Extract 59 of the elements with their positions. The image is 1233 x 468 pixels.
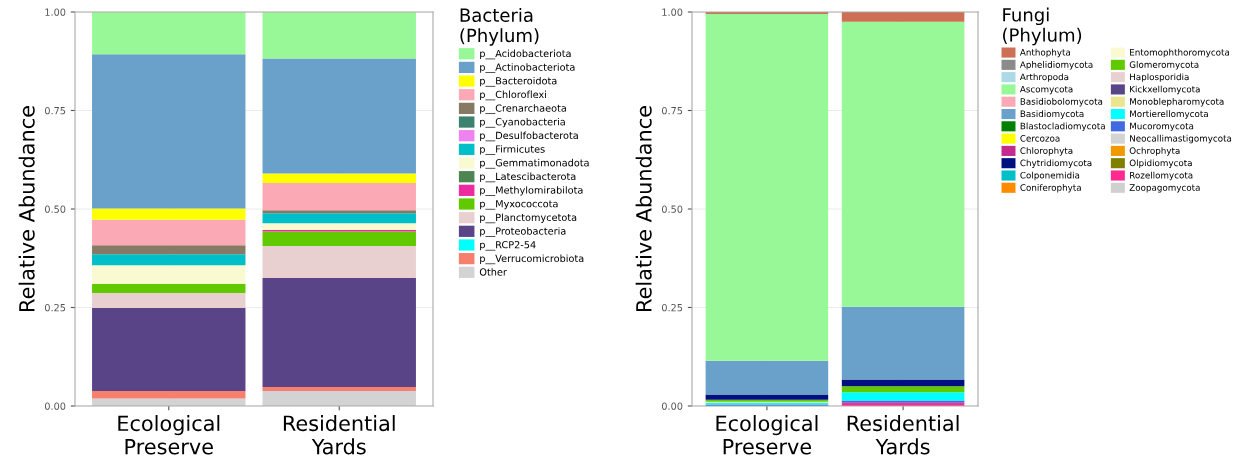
legend-label: Kickxellomycota xyxy=(1130,85,1200,95)
legend-label: p__Chloroflexi xyxy=(480,90,546,101)
legend-label: Neocallimastigomycota xyxy=(1130,134,1232,144)
legend-label: Entomophthoromycota xyxy=(1130,48,1230,58)
legend-label: p__Desulfobacterota xyxy=(480,131,578,142)
x-tick-label: Residential Yards xyxy=(283,415,395,455)
legend-label: Ascomycota xyxy=(1019,85,1073,95)
y-tick-label: 1.00 xyxy=(45,8,66,16)
legend-label: p__Acidobacteriota xyxy=(480,49,571,60)
legend-label: Monoblepharomycota xyxy=(1130,97,1224,107)
legend-label: p__Firmicutes xyxy=(480,145,545,155)
legend-label: Olpidiomycota xyxy=(1129,159,1192,168)
legend-label: p__Crenarchaeota xyxy=(480,104,566,114)
y-tick-label: 1.00 xyxy=(662,8,683,16)
legend-label: p__Cyanobacteria xyxy=(480,117,565,128)
legend-label: Zoopagomycota xyxy=(1129,184,1200,193)
legend-label: Aphelidiomycota xyxy=(1019,61,1093,70)
legend-label: p__Gemmatimonadota xyxy=(480,158,589,169)
legend-label: Chytridiomycota xyxy=(1020,159,1092,168)
legend-label: Chlorophyta xyxy=(1020,147,1073,156)
legend-label: Basidiomycota xyxy=(1020,110,1084,119)
legend-label: Colponemidia xyxy=(1020,171,1080,181)
legend-label: Anthophyta xyxy=(1019,48,1071,58)
y-tick-label: 0.50 xyxy=(44,205,66,213)
legend-label: Arthropoda xyxy=(1019,73,1069,82)
y-tick-label: 0.75 xyxy=(44,106,66,115)
y-tick-label: 0.00 xyxy=(44,402,66,410)
legend-label: Basidiobolomycota xyxy=(1020,97,1103,107)
y-tick-label: 0.00 xyxy=(661,402,683,410)
legend-label: Glomeromycota xyxy=(1129,61,1199,70)
legend-label: p__Methylomirabilota xyxy=(480,186,583,196)
x-tick-label: Residential Yards xyxy=(847,415,959,455)
y-axis-title: Relative Abundance xyxy=(18,106,35,311)
y-tick-label: 0.50 xyxy=(661,205,683,213)
legend-label: p__Proteobacteria xyxy=(480,227,566,237)
legend-label: Ochrophyta xyxy=(1129,147,1180,156)
legend-label: p__RCP2-54 xyxy=(480,241,536,251)
legend-label: Haplosporidia xyxy=(1130,73,1189,82)
y-axis-title: Relative Abundance xyxy=(635,106,652,311)
legend-label: Coniferophyta xyxy=(1020,184,1081,193)
legend-label: Other xyxy=(479,268,507,276)
legend-label: Rozellomycota xyxy=(1130,171,1193,181)
y-tick-label: 0.25 xyxy=(44,303,66,312)
legend-label: p__Verrucomicrobiota xyxy=(480,254,584,265)
legend-label: p__Planctomycetota xyxy=(480,213,577,224)
legend-label: p__Actinobacteriota xyxy=(480,63,575,73)
legend-label: p__Latescibacterota xyxy=(480,172,576,183)
legend-title: Fungi (Phylum) xyxy=(1003,7,1082,46)
x-tick-label: Ecological Preserve xyxy=(118,415,220,455)
legend-label: Cercozoa xyxy=(1020,135,1060,142)
legend-label: Blastocladiomycota xyxy=(1020,122,1105,132)
x-tick-label: Ecological Preserve xyxy=(716,415,818,455)
y-tick-label: 0.25 xyxy=(661,303,683,312)
legend-label: Mucoromycota xyxy=(1130,122,1194,132)
legend-label: p__Myxococcota xyxy=(480,200,558,210)
legend-label: p__Bacteroidota xyxy=(480,76,557,87)
legend-label: Mortierellomycota xyxy=(1130,110,1208,119)
legend-title: Bacteria (Phylum) xyxy=(460,8,539,46)
y-tick-label: 0.75 xyxy=(661,106,683,115)
